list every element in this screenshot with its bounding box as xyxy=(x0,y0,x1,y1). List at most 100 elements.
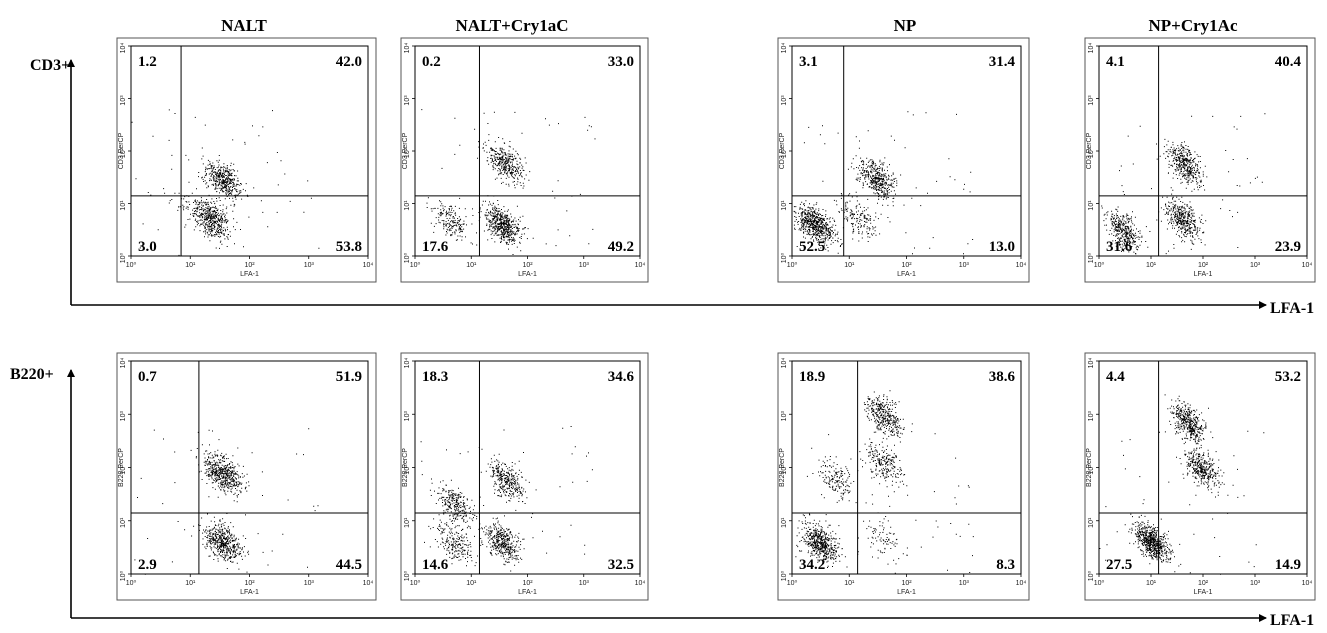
y-tick-label: 10² xyxy=(781,147,788,158)
y-tick-label: 10² xyxy=(1088,464,1095,475)
y-tick-label: 10⁰ xyxy=(780,253,788,264)
panel-frame xyxy=(400,352,649,601)
y-tick-label: 10⁴ xyxy=(781,43,788,54)
y-tick-label: 10⁴ xyxy=(1088,358,1095,369)
quadrant-label-ur: 31.4 xyxy=(989,54,1016,70)
y-tick-label: 10⁰ xyxy=(1087,571,1095,582)
x-tick-label: 10² xyxy=(901,580,912,587)
panel-y-label: CD3 PerCP xyxy=(118,132,125,169)
x-tick-label: 10³ xyxy=(1250,262,1261,269)
x-tick-label: 10⁰ xyxy=(410,579,421,587)
column-title-nalt-cry1ac: NALT+Cry1aC xyxy=(456,16,569,35)
panel-x-label: LFA-1 xyxy=(518,271,537,278)
x-tick-label: 10¹ xyxy=(466,580,477,587)
row-label-cd3: CD3+ xyxy=(30,57,70,74)
plot-area xyxy=(130,45,369,257)
y-tick-label: 10¹ xyxy=(1088,200,1095,211)
panel-x-label: LFA-1 xyxy=(240,271,259,278)
event-dots xyxy=(421,109,596,255)
quadrant-label-lr: 8.3 xyxy=(996,557,1015,573)
x-tick-label: 10⁰ xyxy=(1094,579,1105,587)
x-tick-label: 10¹ xyxy=(844,262,855,269)
x-tick-label: 10⁴ xyxy=(1302,580,1313,587)
x-tick-label: 10¹ xyxy=(185,262,196,269)
panel-y-label: CD3 PerCP xyxy=(1086,132,1093,169)
quadrant-label-ll: 3.0 xyxy=(138,239,157,255)
panel-x-label: LFA-1 xyxy=(1194,589,1213,596)
scatter-points xyxy=(793,111,974,255)
x-tick-label: 10¹ xyxy=(185,580,196,587)
y-tick-label: 10² xyxy=(404,147,411,158)
quadrant-label-ur: 34.6 xyxy=(608,369,635,385)
x-tick-label: 10⁴ xyxy=(363,262,374,269)
panel-frame xyxy=(116,352,377,601)
quadrant-label-ul: 18.9 xyxy=(799,369,825,385)
y-tick-label: 10⁴ xyxy=(781,358,788,369)
x-tick-label: 10⁴ xyxy=(1016,580,1027,587)
y-tick-label: 10⁰ xyxy=(1087,253,1095,264)
event-dots xyxy=(793,111,974,255)
panel-frame xyxy=(1084,352,1316,601)
x-tick-label: 10⁰ xyxy=(126,261,137,269)
quadrant-label-lr: 49.2 xyxy=(608,239,634,255)
x-tick-label: 10⁰ xyxy=(126,579,137,587)
quadrant-label-ul: 3.1 xyxy=(799,54,818,70)
quadrant-label-ur: 40.4 xyxy=(1275,54,1302,70)
quadrant-label-ul: 4.4 xyxy=(1106,369,1125,385)
x-tick-label: 10¹ xyxy=(466,262,477,269)
x-tick-label: 10² xyxy=(1198,580,1209,587)
y-tick-label: 10⁰ xyxy=(119,571,127,582)
x-tick-label: 10¹ xyxy=(844,580,855,587)
y-tick-label: 10³ xyxy=(120,411,127,422)
x-tick-label: 10¹ xyxy=(1146,580,1157,587)
scatter-points xyxy=(134,428,319,575)
quadrant-label-lr: 13.0 xyxy=(989,239,1015,255)
quadrant-label-ur: 53.2 xyxy=(1275,369,1301,385)
panel-frame xyxy=(116,37,377,283)
y-tick-label: 10³ xyxy=(781,411,788,422)
x-tick-label: 10³ xyxy=(579,580,590,587)
panel-frame xyxy=(400,37,649,283)
x-tick-label: 10⁰ xyxy=(787,261,798,269)
y-tick-label: 10⁰ xyxy=(780,571,788,582)
x-tick-label: 10⁴ xyxy=(1302,262,1313,269)
y-tick-label: 10² xyxy=(1088,147,1095,158)
x-tick-label: 10⁰ xyxy=(787,579,798,587)
quadrant-label-ll: 34.2 xyxy=(799,557,825,573)
y-tick-label: 10⁴ xyxy=(120,358,127,369)
y-tick-label: 10¹ xyxy=(404,517,411,528)
event-dots xyxy=(795,390,974,574)
event-dots xyxy=(1101,113,1266,255)
row1-axis-label: LFA-1 xyxy=(1270,300,1314,317)
x-tick-label: 10⁴ xyxy=(635,580,646,587)
event-dots xyxy=(134,428,319,575)
quadrant-label-ul: 4.1 xyxy=(1106,54,1125,70)
panel-y-label: B220 PerCP xyxy=(779,448,786,487)
quadrant-label-ll: 31.6 xyxy=(1106,239,1133,255)
y-tick-label: 10³ xyxy=(404,411,411,422)
x-tick-label: 10³ xyxy=(579,262,590,269)
x-tick-label: 10² xyxy=(244,262,255,269)
quadrant-label-lr: 32.5 xyxy=(608,557,634,573)
panel-x-label: LFA-1 xyxy=(897,271,916,278)
x-tick-label: 10⁰ xyxy=(1094,261,1105,269)
quadrant-label-ul: 0.7 xyxy=(138,369,157,385)
panel-x-label: LFA-1 xyxy=(518,589,537,596)
x-tick-label: 10⁴ xyxy=(635,262,646,269)
event-dots xyxy=(420,426,593,572)
panel-x-label: LFA-1 xyxy=(1194,271,1213,278)
scatter-points xyxy=(420,426,593,572)
y-tick-label: 10³ xyxy=(120,95,127,106)
plot-area xyxy=(1098,45,1308,257)
x-tick-label: 10³ xyxy=(304,262,315,269)
x-tick-label: 10² xyxy=(522,262,533,269)
y-tick-label: 10¹ xyxy=(120,200,127,211)
y-tick-label: 10⁰ xyxy=(403,253,411,264)
panel-y-label: B220 PerCP xyxy=(118,448,125,487)
